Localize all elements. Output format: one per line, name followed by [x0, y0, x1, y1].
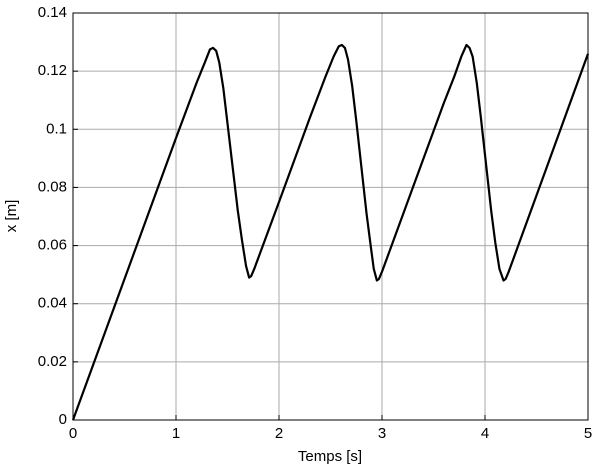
y-tick-label: 0.06 — [38, 237, 67, 254]
y-axis-label: x [m] — [3, 200, 20, 233]
y-tick-label: 0.02 — [38, 353, 67, 370]
x-tick-label: 1 — [172, 425, 180, 442]
y-tick-label: 0 — [59, 411, 67, 428]
data-line — [71, 43, 590, 421]
x-tick-label: 5 — [584, 425, 592, 442]
y-tick-label: 0.04 — [38, 295, 67, 312]
x-tick-label: 3 — [378, 425, 386, 442]
plot-frame — [72, 12, 589, 421]
x-tick-label: 2 — [275, 425, 283, 442]
x-axis-label: Temps [s] — [298, 448, 362, 465]
x-tick-label: 4 — [481, 425, 489, 442]
x-tick-label: 0 — [69, 425, 77, 442]
y-tick-label: 0.08 — [38, 178, 67, 195]
y-tick-label: 0.14 — [38, 4, 67, 21]
y-tick-label: 0.12 — [38, 62, 67, 79]
y-tick-label: 0.1 — [46, 120, 67, 137]
